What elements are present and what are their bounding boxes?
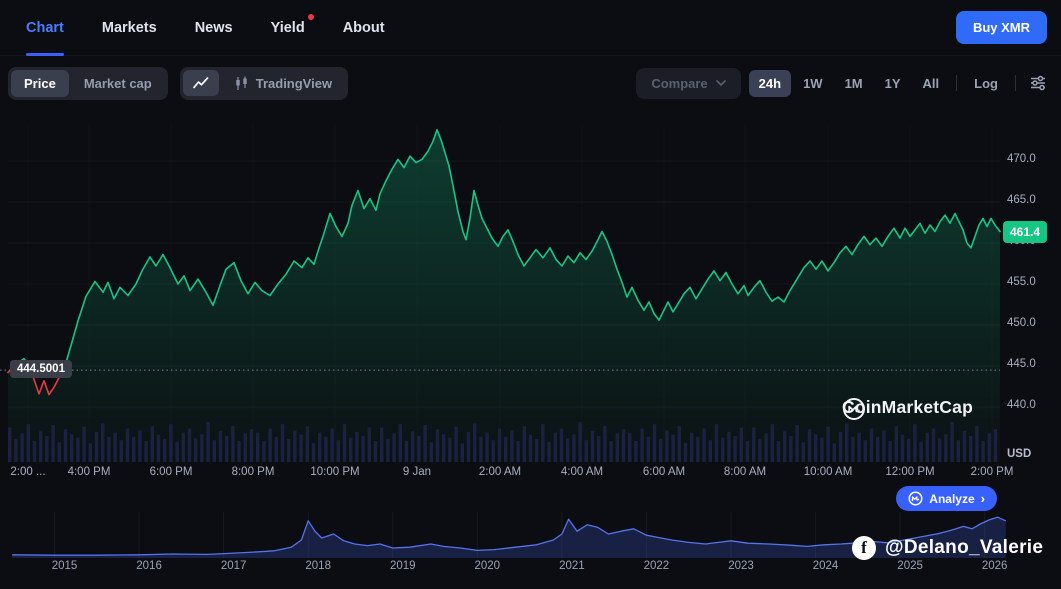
tab-about-label: About [342, 19, 385, 36]
chart-type-toggle: TradingView [179, 66, 349, 100]
compare-dropdown[interactable]: Compare [636, 67, 741, 99]
toolbar-right-group: Compare 24h 1W 1M 1Y All Log [636, 67, 1053, 99]
y-axis-label: 465.0 [1007, 194, 1036, 206]
y-axis-label: 470.0 [1007, 153, 1036, 165]
line-chart-button[interactable] [182, 70, 219, 96]
year-label: 2021 [559, 560, 585, 572]
x-axis-label: 4:00 PM [67, 466, 111, 478]
open-price-chip: 444.5001 [10, 360, 72, 379]
y-axis-label: 445.0 [1007, 358, 1036, 370]
y-axis-label: 440.0 [1007, 399, 1036, 411]
divider [1015, 75, 1016, 91]
x-axis: 2:00 ... 4:00 PM 6:00 PM 8:00 PM 10:00 PM 9 J… [0, 464, 1061, 484]
buy-xmr-button[interactable]: Buy XMR [955, 11, 1047, 44]
facebook-icon: f [852, 536, 876, 560]
compare-label: Compare [651, 75, 708, 91]
year-label: 2015 [51, 560, 78, 572]
x-axis-label: 2:00 PM [970, 466, 1014, 478]
chevron-down-icon [715, 79, 726, 86]
interval-24h-button[interactable]: 24h [748, 69, 792, 97]
analyze-button[interactable]: Analyze › [896, 486, 997, 511]
credit-handle: @Delano_Valerie [885, 537, 1044, 558]
interval-1y-button[interactable]: 1Y [875, 70, 911, 97]
x-axis-label: 2:00 ... [10, 466, 46, 478]
year-label: 2018 [305, 560, 331, 572]
price-toggle-button[interactable]: Price [11, 69, 69, 97]
tab-news-label: News [194, 19, 233, 36]
chart-toolbar: Price Market cap TradingView Compare 24h… [0, 62, 1061, 104]
year-label: 2017 [220, 560, 247, 572]
coinmarketcap-watermark-text: CoinMarketCap [842, 397, 973, 417]
tab-yield[interactable]: Yield [270, 0, 314, 56]
x-axis-label: 12:00 PM [885, 466, 935, 478]
x-axis-label: 10:00 AM [803, 466, 853, 478]
x-axis-label: 8:00 PM [231, 466, 275, 478]
year-label: 2020 [474, 560, 501, 572]
tab-about[interactable]: About [343, 0, 385, 56]
interval-all-button[interactable]: All [913, 70, 950, 97]
tab-yield-label: Yield [270, 19, 305, 36]
year-label: 2019 [389, 560, 416, 572]
divider [956, 75, 958, 91]
price-chart-canvas[interactable] [0, 112, 1061, 462]
tab-chart[interactable]: Chart [26, 0, 64, 56]
x-axis-label: 4:00 AM [560, 466, 604, 478]
history-chart-canvas[interactable] [0, 512, 1061, 558]
tab-markets-label: Markets [101, 19, 157, 36]
coinmarketcap-logo-icon [843, 398, 865, 420]
interval-selector: 24h 1W 1M 1Y All Log [748, 69, 1053, 97]
tab-chart-label: Chart [26, 19, 64, 36]
history-range-selector [0, 512, 1061, 558]
credit-watermark: f @Delano_Valerie [852, 536, 1043, 560]
candlestick-icon [236, 76, 247, 90]
top-navigation: Chart Markets News Yield About Buy XMR [0, 0, 1061, 56]
market-cap-toggle-button[interactable]: Market cap [71, 70, 165, 97]
coinmarketcap-watermark: CoinMarketCap [842, 397, 973, 420]
log-scale-button[interactable]: Log [964, 70, 1008, 97]
year-label: 2016 [136, 560, 162, 572]
analyze-logo-icon [908, 491, 923, 506]
year-label: 2026 [981, 560, 1008, 572]
tab-news[interactable]: News [195, 0, 233, 56]
x-axis-label: 8:00 AM [723, 466, 767, 478]
notification-dot [307, 13, 314, 20]
y-axis-label: 450.0 [1007, 317, 1036, 329]
line-chart-icon [192, 77, 209, 89]
price-chart: 444.5001 461.4 CoinMarketCap 470.0 465.0 4… [0, 112, 1061, 462]
x-axis-label: 2:00 AM [478, 466, 522, 478]
tradingview-label: TradingView [255, 75, 333, 91]
history-x-axis: 2015 2016 2017 2018 2019 2020 2021 2022 2023 2024… [0, 558, 1061, 576]
x-axis-label: 10:00 PM [310, 466, 360, 478]
section-tabs: Chart Markets News Yield About [26, 0, 385, 56]
y-axis-currency-label: USD [1007, 448, 1032, 460]
x-axis-label: 6:00 AM [642, 466, 686, 478]
interval-1m-button[interactable]: 1M [835, 70, 873, 97]
x-axis-label: 6:00 PM [149, 466, 193, 478]
year-label: 2023 [728, 560, 754, 572]
last-price-badge: 461.4 [1003, 220, 1048, 243]
chevron-right-icon: › [980, 491, 985, 506]
interval-1w-button[interactable]: 1W [793, 70, 833, 97]
year-label: 2025 [897, 560, 923, 572]
price-marketcap-toggle: Price Market cap [8, 66, 168, 100]
analyze-label: Analyze [929, 491, 975, 506]
x-axis-label: 9 Jan [402, 466, 432, 478]
tab-markets[interactable]: Markets [102, 0, 157, 56]
year-label: 2022 [643, 560, 670, 572]
y-axis-label: 455.0 [1007, 276, 1036, 288]
sliders-icon [1031, 75, 1045, 91]
tradingview-button[interactable]: TradingView [221, 70, 345, 97]
year-label: 2024 [812, 560, 839, 572]
chart-settings-button[interactable] [1023, 70, 1053, 96]
